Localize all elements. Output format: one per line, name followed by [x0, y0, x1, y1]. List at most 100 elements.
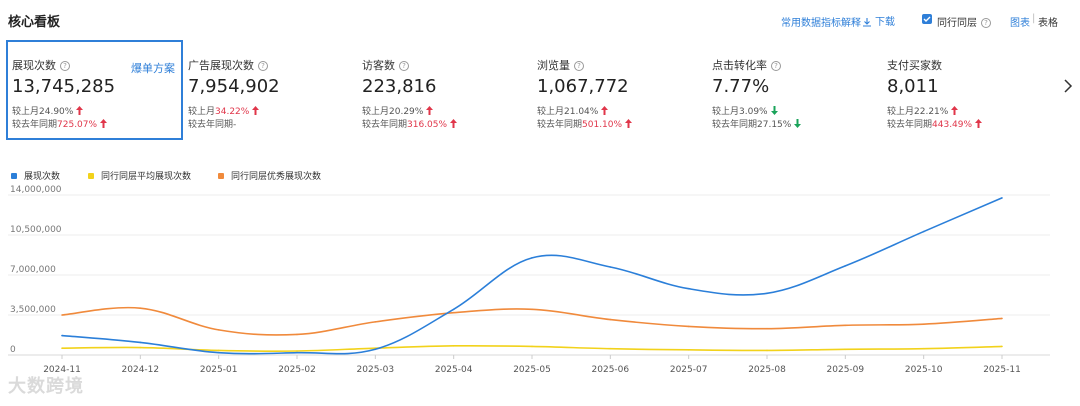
- metric-card[interactable]: 浏览量? 1,067,772 较上月21.04% 较去年同期501.10%: [531, 40, 701, 140]
- y-tick-label: 10,500,000: [10, 225, 62, 235]
- arrow-up-icon: [450, 119, 458, 128]
- data-point: [374, 321, 377, 323]
- data-point: [531, 308, 533, 311]
- series-line: [61, 306, 1003, 336]
- data-point: [687, 287, 690, 290]
- data-point: [217, 351, 220, 354]
- metric-label: 展现次数?: [12, 57, 70, 73]
- data-point: [1001, 317, 1003, 320]
- data-point: [61, 314, 63, 316]
- download-label: 下载: [875, 17, 895, 28]
- data-point: [922, 347, 925, 350]
- metric-label: 浏览量?: [537, 57, 584, 73]
- view-table-toggle[interactable]: 表格: [1038, 18, 1058, 29]
- metric-card[interactable]: 支付买家数 8,011 较上月22.21% 较去年同期443.49%: [881, 40, 1051, 140]
- x-tick-label: 2025-06: [592, 365, 630, 375]
- help-icon[interactable]: ?: [399, 61, 409, 71]
- metric-label: 支付买家数: [887, 59, 942, 72]
- x-tick-label: 2024-11: [43, 365, 81, 375]
- mom-compare: 较上月34.22%: [188, 104, 260, 117]
- data-point: [452, 308, 455, 311]
- data-point: [296, 333, 298, 336]
- data-point: [217, 329, 220, 331]
- peer-checkbox[interactable]: [922, 14, 932, 24]
- data-point: [844, 324, 847, 327]
- metric-value: 7,954,902: [188, 76, 280, 97]
- peer-checkbox-label[interactable]: 同行同层?: [937, 14, 991, 29]
- data-point: [1001, 345, 1003, 348]
- data-point: [922, 230, 925, 233]
- x-tick-label: 2025-10: [905, 365, 943, 375]
- mom-compare: 较上月21.04%: [537, 104, 609, 117]
- peer-label-text: 同行同层: [937, 18, 977, 29]
- view-chart-toggle[interactable]: 图表: [1010, 18, 1030, 29]
- mom-compare: 较上月3.09%: [712, 104, 778, 117]
- data-point: [139, 341, 142, 344]
- data-point: [844, 265, 847, 267]
- x-tick-label: 2025-05: [513, 365, 551, 375]
- x-tick-label: 2025-03: [357, 365, 395, 375]
- yoy-value: -: [233, 120, 237, 130]
- yoy-compare: 较去年同期27.15%: [712, 117, 802, 130]
- data-point: [609, 318, 612, 321]
- metric-definition-link[interactable]: 常用数据指标解释: [781, 18, 861, 29]
- help-icon[interactable]: ?: [771, 61, 781, 71]
- yoy-value: 501.10%: [582, 120, 623, 130]
- legend-label: 同行同层平均展现次数: [101, 172, 192, 182]
- x-tick-label: 2025-04: [435, 365, 473, 375]
- data-point: [139, 307, 142, 309]
- series-line: [61, 197, 1003, 355]
- legend-swatch: [11, 173, 17, 179]
- download-button[interactable]: 下载: [862, 13, 895, 28]
- mom-value: 34.22%: [215, 107, 250, 117]
- yoy-compare: 较去年同期501.10%: [537, 117, 633, 130]
- legend-swatch: [218, 173, 224, 179]
- mom-compare: 较上月22.21%: [887, 104, 959, 117]
- data-point: [766, 327, 768, 330]
- arrow-up-icon: [426, 106, 434, 115]
- metric-card[interactable]: 访客数? 223,816 较上月20.29% 较去年同期316.05%: [356, 40, 526, 140]
- y-tick-label: 14,000,000: [10, 185, 62, 195]
- data-point: [609, 266, 612, 268]
- x-tick-label: 2025-11: [983, 365, 1021, 375]
- x-tick-label: 2025-08: [748, 365, 786, 375]
- view-separator: |: [1032, 13, 1036, 24]
- legend-item[interactable]: 展现次数: [11, 169, 60, 182]
- mom-value: 20.29%: [389, 107, 424, 117]
- legend-item[interactable]: 同行同层优秀展现次数: [218, 169, 321, 182]
- yoy-value: 316.05%: [407, 120, 448, 130]
- metric-label: 访客数?: [362, 57, 409, 73]
- data-point: [766, 292, 768, 295]
- mom-value: 24.90%: [39, 107, 74, 117]
- metric-label: 点击转化率?: [712, 57, 781, 73]
- legend-label: 展现次数: [24, 172, 61, 182]
- metric-card[interactable]: 点击转化率? 7.77% 较上月3.09% 较去年同期27.15%: [706, 40, 876, 140]
- boost-plan-link[interactable]: 爆单方案: [131, 62, 175, 75]
- yoy-compare: 较去年同期316.05%: [362, 117, 458, 130]
- mom-compare: 较上月20.29%: [362, 104, 434, 117]
- yoy-value: 27.15%: [757, 120, 792, 130]
- data-point: [922, 323, 925, 325]
- mom-compare: 较上月24.90%: [12, 104, 84, 117]
- metric-card[interactable]: 展现次数? 13,745,285 爆单方案 较上月24.90% 较去年同期725.07%: [6, 40, 183, 140]
- mom-value: 3.09%: [739, 107, 768, 117]
- download-icon: [863, 18, 871, 27]
- arrow-down-icon: [770, 106, 778, 115]
- arrow-up-icon: [252, 106, 260, 115]
- chevron-right-icon[interactable]: [1062, 78, 1074, 94]
- metric-card[interactable]: 广告展现次数? 7,954,902 较上月34.22% 较去年同期-: [182, 40, 352, 140]
- arrow-down-icon: [794, 119, 802, 128]
- arrow-up-icon: [601, 106, 609, 115]
- y-tick-label: 3,500,000: [10, 305, 56, 315]
- data-point: [296, 351, 298, 354]
- help-icon[interactable]: ?: [574, 61, 584, 71]
- help-icon[interactable]: ?: [60, 61, 70, 71]
- mom-value: 21.04%: [564, 107, 599, 117]
- data-point: [687, 325, 690, 328]
- help-icon[interactable]: ?: [258, 61, 268, 71]
- data-point: [452, 345, 455, 347]
- legend-item[interactable]: 同行同层平均展现次数: [88, 169, 191, 182]
- data-point: [374, 348, 377, 351]
- help-icon[interactable]: ?: [981, 18, 991, 28]
- metric-value: 223,816: [362, 76, 437, 97]
